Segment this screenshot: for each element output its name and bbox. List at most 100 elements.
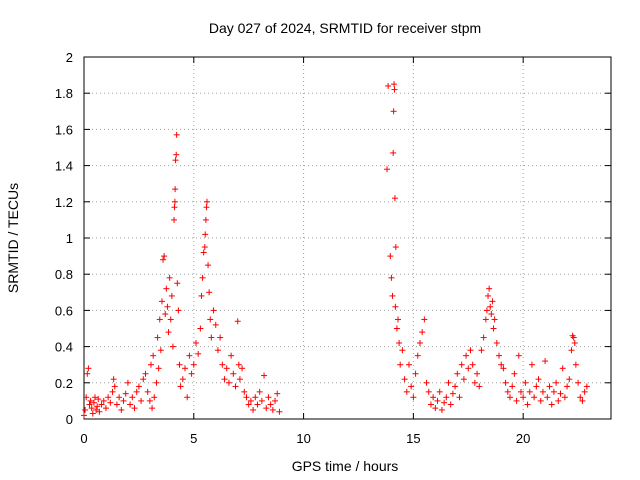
y-tick-label: 0.2 — [55, 376, 73, 391]
data-point — [205, 262, 212, 269]
x-tick-label: 0 — [80, 431, 87, 446]
data-point — [390, 149, 397, 156]
data-point — [474, 370, 481, 377]
data-point — [154, 334, 161, 341]
data-point — [539, 388, 546, 395]
data-point — [261, 372, 268, 379]
data-point — [498, 361, 505, 368]
data-point — [167, 316, 174, 323]
data-point — [155, 365, 162, 372]
data-point — [414, 352, 421, 359]
axis-ticks: 00.20.40.60.811.21.41.61.820 5 10 15 20 — [55, 50, 611, 446]
data-point — [124, 379, 131, 386]
x-tick-label: 5 — [190, 431, 197, 446]
data-point — [555, 397, 562, 404]
data-point — [234, 318, 241, 325]
data-point — [89, 410, 96, 417]
data-point — [186, 352, 193, 359]
data-point — [171, 204, 178, 211]
data-point — [118, 406, 125, 413]
data-point — [445, 379, 452, 386]
data-point — [201, 244, 208, 251]
data-point — [250, 406, 257, 413]
data-point — [454, 370, 461, 377]
data-point — [256, 388, 263, 395]
data-point — [198, 292, 205, 299]
data-point — [564, 383, 571, 390]
data-point — [241, 388, 248, 395]
data-point — [135, 383, 142, 390]
data-point — [171, 216, 178, 223]
data-point — [151, 394, 158, 401]
data-point — [217, 334, 224, 341]
data-point — [94, 403, 101, 410]
data-point — [142, 370, 149, 377]
data-point — [179, 376, 186, 383]
data-point — [173, 151, 180, 158]
data-point — [579, 397, 586, 404]
data-point — [419, 329, 426, 336]
data-point — [423, 379, 430, 386]
data-point — [182, 365, 189, 372]
data-point — [447, 401, 454, 408]
data-point — [577, 394, 584, 401]
data-point — [478, 347, 485, 354]
data-point — [83, 394, 90, 401]
data-point — [524, 401, 531, 408]
data-point — [149, 405, 156, 412]
data-point — [513, 397, 520, 404]
data-point — [157, 347, 164, 354]
data-point — [160, 256, 167, 263]
data-point — [202, 231, 209, 238]
data-point — [171, 198, 178, 205]
data-point — [276, 408, 283, 415]
data-point — [88, 405, 95, 412]
data-point — [490, 325, 497, 332]
data-point — [452, 383, 459, 390]
data-point — [467, 347, 474, 354]
data-point — [408, 383, 415, 390]
data-point — [571, 339, 578, 346]
y-tick-label: 1.2 — [55, 195, 73, 210]
data-point — [502, 379, 509, 386]
data-point — [265, 394, 272, 401]
data-point — [396, 339, 403, 346]
data-point — [559, 365, 566, 372]
data-point — [500, 365, 507, 372]
data-point — [247, 397, 254, 404]
data-point — [482, 316, 489, 323]
data-point — [395, 316, 402, 323]
x-tick-label: 10 — [296, 431, 310, 446]
data-point — [258, 397, 265, 404]
data-point — [165, 329, 172, 336]
data-point — [504, 388, 511, 395]
data-point — [391, 86, 398, 93]
data-point — [480, 334, 487, 341]
data-point — [85, 365, 92, 372]
data-point — [485, 292, 492, 299]
data-point — [496, 352, 503, 359]
data-point — [245, 401, 252, 408]
data-point — [389, 292, 396, 299]
data-point — [412, 370, 419, 377]
data-point — [175, 307, 182, 314]
data-point — [533, 383, 540, 390]
data-point — [272, 397, 279, 404]
data-point — [542, 358, 549, 365]
data-point — [228, 352, 235, 359]
data-point — [221, 376, 228, 383]
data-point — [465, 365, 472, 372]
data-point — [110, 376, 117, 383]
data-point — [397, 361, 404, 368]
x-axis-label: GPS time / hours — [292, 458, 399, 474]
data-point — [550, 388, 557, 395]
data-point — [129, 394, 136, 401]
data-point — [122, 390, 129, 397]
y-tick-label: 1 — [66, 231, 73, 246]
data-point — [263, 405, 270, 412]
data-point — [197, 325, 204, 332]
data-point — [176, 361, 183, 368]
data-point — [441, 399, 448, 406]
